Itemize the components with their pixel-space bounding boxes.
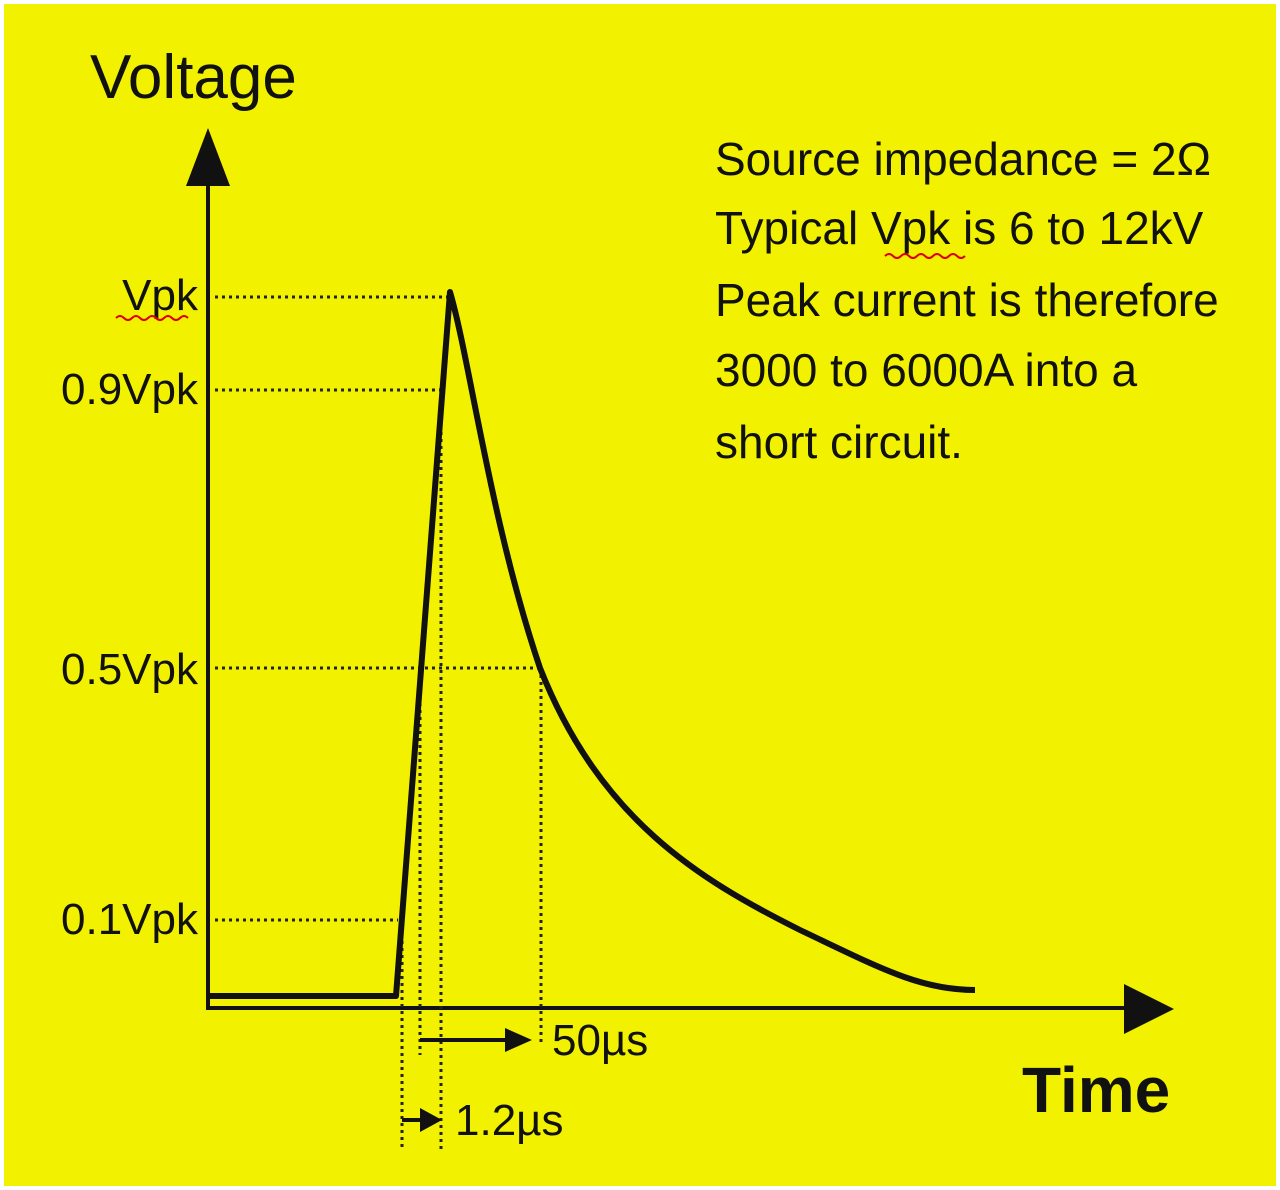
- level-label: 0.9Vpk: [61, 365, 199, 414]
- waveform: [210, 289, 976, 999]
- level-label: 0.1Vpk: [61, 895, 199, 944]
- spell-underline: [115, 315, 189, 321]
- level-label: 0.5Vpk: [61, 645, 199, 694]
- interval-label: 50µs: [552, 1016, 648, 1065]
- background: [4, 4, 1276, 1186]
- y-axis-label: Voltage: [90, 43, 297, 112]
- note-line: Typical Vpk is 6 to 12kV: [715, 202, 1204, 254]
- x-axis-arrow: [1124, 984, 1174, 1034]
- interval-arrowhead: [420, 1108, 442, 1132]
- interval-arrowhead: [505, 1028, 532, 1052]
- y-axis-arrow: [186, 128, 230, 186]
- note-line: Peak current is therefore: [715, 274, 1219, 326]
- note-line: short circuit.: [715, 416, 963, 468]
- note-line: 3000 to 6000A into a: [715, 344, 1137, 396]
- level-label: Vpk: [122, 271, 199, 320]
- note-line: Source impedance = 2Ω: [715, 133, 1211, 185]
- spell-underline: [884, 253, 966, 259]
- interval-label: 1.2µs: [455, 1096, 564, 1145]
- x-axis-label: Time: [1022, 1054, 1170, 1126]
